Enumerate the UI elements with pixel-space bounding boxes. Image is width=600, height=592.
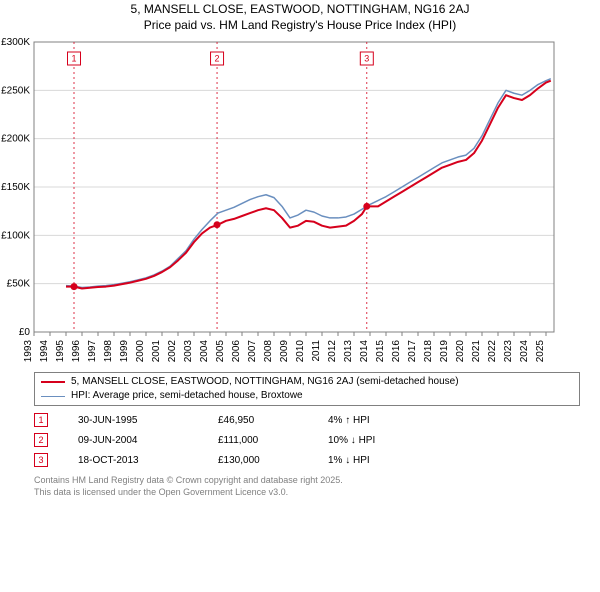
svg-text:2019: 2019 bbox=[439, 340, 450, 363]
svg-text:£100K: £100K bbox=[1, 230, 30, 241]
title-line-2: Price paid vs. HM Land Registry's House … bbox=[0, 18, 600, 32]
svg-text:2008: 2008 bbox=[263, 340, 274, 363]
footer-line-2: This data is licensed under the Open Gov… bbox=[34, 486, 580, 498]
svg-text:2003: 2003 bbox=[183, 340, 194, 363]
svg-text:1999: 1999 bbox=[119, 340, 130, 363]
svg-text:2018: 2018 bbox=[423, 340, 434, 363]
legend-row: HPI: Average price, semi-detached house,… bbox=[41, 389, 573, 403]
event-price: £46,950 bbox=[218, 415, 328, 426]
event-date: 30-JUN-1995 bbox=[78, 415, 218, 426]
event-badge: 2 bbox=[34, 433, 48, 447]
svg-text:1993: 1993 bbox=[23, 340, 34, 363]
event-date: 18-OCT-2013 bbox=[78, 455, 218, 466]
svg-text:2017: 2017 bbox=[407, 340, 418, 363]
legend-label: 5, MANSELL CLOSE, EASTWOOD, NOTTINGHAM, … bbox=[71, 375, 459, 389]
svg-text:£50K: £50K bbox=[7, 279, 31, 290]
event-badge: 3 bbox=[34, 453, 48, 467]
chart-area: £0 £50K £100K £150K £200K £250K £300K 1993 1994 1… bbox=[0, 36, 600, 366]
svg-text:2001: 2001 bbox=[151, 340, 162, 363]
svg-text:2024: 2024 bbox=[519, 340, 530, 363]
svg-text:2021: 2021 bbox=[471, 340, 482, 363]
event-delta: 1% ↓ HPI bbox=[328, 455, 448, 466]
svg-text:£300K: £300K bbox=[1, 37, 30, 48]
event-delta: 10% ↓ HPI bbox=[328, 435, 448, 446]
svg-text:2004: 2004 bbox=[199, 340, 210, 363]
svg-text:2002: 2002 bbox=[167, 340, 178, 363]
svg-text:2: 2 bbox=[215, 54, 220, 64]
svg-text:2011: 2011 bbox=[311, 340, 322, 362]
svg-text:1998: 1998 bbox=[103, 340, 114, 363]
svg-text:2014: 2014 bbox=[359, 340, 370, 363]
legend-row: 5, MANSELL CLOSE, EASTWOOD, NOTTINGHAM, … bbox=[41, 375, 573, 389]
svg-text:2005: 2005 bbox=[215, 340, 226, 363]
event-row: 1 30-JUN-1995£46,9504% ↑ HPI bbox=[34, 410, 580, 430]
legend-swatch bbox=[41, 396, 65, 397]
svg-text:2010: 2010 bbox=[295, 340, 306, 363]
title-line-1: 5, MANSELL CLOSE, EASTWOOD, NOTTINGHAM, … bbox=[0, 2, 600, 16]
event-badge: 1 bbox=[34, 413, 48, 427]
event-row: 2 09-JUN-2004£111,00010% ↓ HPI bbox=[34, 430, 580, 450]
svg-text:£200K: £200K bbox=[1, 134, 30, 145]
svg-text:3: 3 bbox=[364, 54, 369, 64]
svg-text:£0: £0 bbox=[19, 327, 31, 338]
svg-text:£250K: £250K bbox=[1, 85, 30, 96]
footer-line-1: Contains HM Land Registry data © Crown c… bbox=[34, 474, 580, 486]
svg-text:2015: 2015 bbox=[375, 340, 386, 363]
svg-text:1996: 1996 bbox=[71, 340, 82, 363]
event-price: £130,000 bbox=[218, 455, 328, 466]
svg-text:2007: 2007 bbox=[247, 340, 258, 363]
svg-text:1: 1 bbox=[71, 54, 76, 64]
svg-text:2023: 2023 bbox=[503, 340, 514, 363]
events-table: 1 30-JUN-1995£46,9504% ↑ HPI 2 09-JUN-2004£… bbox=[34, 410, 580, 470]
svg-text:2022: 2022 bbox=[487, 340, 498, 363]
svg-text:2000: 2000 bbox=[135, 340, 146, 363]
svg-text:2006: 2006 bbox=[231, 340, 242, 363]
footer-note: Contains HM Land Registry data © Crown c… bbox=[34, 474, 580, 498]
event-delta: 4% ↑ HPI bbox=[328, 415, 448, 426]
svg-text:2009: 2009 bbox=[279, 340, 290, 363]
legend-swatch bbox=[41, 381, 65, 383]
svg-text:£150K: £150K bbox=[1, 182, 30, 193]
svg-text:2025: 2025 bbox=[535, 340, 546, 363]
legend-label: HPI: Average price, semi-detached house,… bbox=[71, 389, 303, 403]
legend-box: 5, MANSELL CLOSE, EASTWOOD, NOTTINGHAM, … bbox=[34, 372, 580, 406]
chart-svg: £0 £50K £100K £150K £200K £250K £300K 1993 1994 1… bbox=[0, 36, 560, 366]
svg-text:2020: 2020 bbox=[455, 340, 466, 363]
svg-text:1997: 1997 bbox=[87, 340, 98, 363]
event-row: 3 18-OCT-2013£130,0001% ↓ HPI bbox=[34, 450, 580, 470]
event-date: 09-JUN-2004 bbox=[78, 435, 218, 446]
svg-text:2012: 2012 bbox=[327, 340, 338, 363]
svg-text:1995: 1995 bbox=[55, 340, 66, 363]
svg-text:2013: 2013 bbox=[343, 340, 354, 363]
svg-text:2016: 2016 bbox=[391, 340, 402, 363]
event-price: £111,000 bbox=[218, 435, 328, 446]
svg-text:1994: 1994 bbox=[39, 340, 50, 363]
